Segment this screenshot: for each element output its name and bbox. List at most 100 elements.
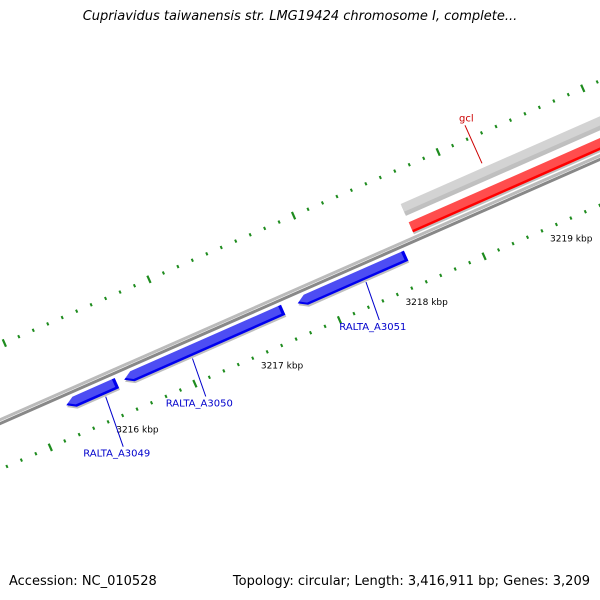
topology-text: Topology: circular; Length: 3,416,911 bp… xyxy=(232,574,590,589)
tick-mark xyxy=(566,92,570,97)
gene-label-ralta_a3049[interactable]: RALTA_A3049 xyxy=(83,449,150,460)
tick-mark xyxy=(451,143,455,148)
gene-ralta_a3051[interactable] xyxy=(296,249,410,307)
gene-body[interactable] xyxy=(400,96,600,215)
tick-mark xyxy=(60,315,64,320)
tick-mark xyxy=(19,458,23,462)
genes-layer[interactable] xyxy=(65,0,600,409)
tick-mark xyxy=(92,426,96,431)
gene-highlight xyxy=(296,249,405,303)
tick-mark xyxy=(494,124,498,129)
tick-mark xyxy=(595,80,599,84)
tick-mark xyxy=(135,407,139,411)
tick-mark xyxy=(176,264,180,269)
tick-mark xyxy=(104,296,108,301)
tick-mark xyxy=(118,290,122,294)
tick-mark xyxy=(335,194,339,199)
tick-mark xyxy=(422,156,426,161)
tick-mark xyxy=(352,311,356,316)
gene-gcl[interactable] xyxy=(399,95,600,216)
tick-mark xyxy=(121,413,125,418)
gene-highlight xyxy=(123,303,282,379)
tick-mark xyxy=(364,181,368,186)
tick-mark xyxy=(190,258,194,263)
tick-mark xyxy=(164,394,168,399)
tick-mark xyxy=(46,322,50,326)
tick-mark xyxy=(132,283,137,288)
tick-label-3217: 3217 kbp xyxy=(261,362,304,372)
tick-mark xyxy=(306,207,310,212)
tick-mark xyxy=(290,211,297,220)
tick-mark xyxy=(497,248,501,252)
tick-mark xyxy=(192,379,198,388)
tick-label-3216: 3216 kbp xyxy=(116,425,159,435)
tick-mark xyxy=(63,439,67,443)
tick-mark xyxy=(222,369,226,373)
tick-mark xyxy=(525,235,530,240)
tick-mark xyxy=(508,118,513,123)
gene-body[interactable] xyxy=(408,115,600,233)
tick-mark xyxy=(178,388,183,392)
tick-mark xyxy=(511,241,515,246)
tick-mark xyxy=(479,131,484,135)
tick-mark xyxy=(265,349,269,354)
gene-body[interactable] xyxy=(66,378,120,407)
tick-mark xyxy=(161,271,165,275)
tick-mark xyxy=(583,209,587,214)
label-leader xyxy=(365,281,380,321)
tick-mark xyxy=(393,169,397,173)
gene-ralta_a3049[interactable] xyxy=(65,377,120,409)
gene-label-ralta_a3051[interactable]: RALTA_A3051 xyxy=(339,322,406,333)
tick-mark xyxy=(5,464,9,469)
tick-mark xyxy=(468,260,472,265)
tick-mark xyxy=(410,286,414,291)
tick-mark xyxy=(366,305,370,310)
label-leader xyxy=(105,396,124,447)
tick-mark xyxy=(263,226,267,231)
tick-mark xyxy=(323,324,327,329)
tick-mark xyxy=(481,252,487,261)
tick-mark xyxy=(320,201,325,205)
tick-mark xyxy=(77,432,81,437)
gene-label-ralta_a3050[interactable]: RALTA_A3050 xyxy=(166,399,233,410)
tick-mark xyxy=(435,147,441,157)
tick-marks xyxy=(1,80,600,469)
gene-label-gcl[interactable]: gcl xyxy=(459,113,474,124)
tick-mark xyxy=(349,188,353,193)
backbone-line-0 xyxy=(0,153,600,422)
gene-ralta_a3050[interactable] xyxy=(123,303,287,384)
tick-mark xyxy=(294,337,298,341)
tick-mark xyxy=(381,299,385,303)
tick-mark xyxy=(554,222,558,227)
tick-mark xyxy=(277,220,281,224)
tick-mark xyxy=(248,232,252,237)
tick-label-3219: 3219 kbp xyxy=(550,234,593,244)
tick-mark xyxy=(465,137,469,142)
gene-body[interactable] xyxy=(297,250,409,305)
label-leader xyxy=(464,125,483,164)
gene-highlight xyxy=(399,113,600,212)
tick-mark xyxy=(439,273,443,278)
tick-mark xyxy=(149,400,154,405)
tick-mark xyxy=(146,275,152,284)
tick-mark xyxy=(75,309,79,314)
tick-mark xyxy=(236,362,240,367)
tick-mark xyxy=(280,343,284,348)
tick-mark xyxy=(395,292,399,297)
gene-highlight xyxy=(65,377,116,405)
tick-mark xyxy=(251,356,255,361)
tick-mark xyxy=(106,419,110,424)
label-leader xyxy=(191,358,207,397)
tick-mark xyxy=(234,239,238,243)
tick-mark xyxy=(523,111,527,116)
tick-mark xyxy=(453,267,457,271)
tick-mark xyxy=(537,105,541,110)
tick-mark xyxy=(378,175,382,180)
gene-arrow-3[interactable] xyxy=(407,114,600,235)
tick-mark xyxy=(205,251,209,256)
gene-body[interactable] xyxy=(124,304,286,382)
tick-mark xyxy=(1,338,7,348)
tick-mark xyxy=(31,328,35,333)
